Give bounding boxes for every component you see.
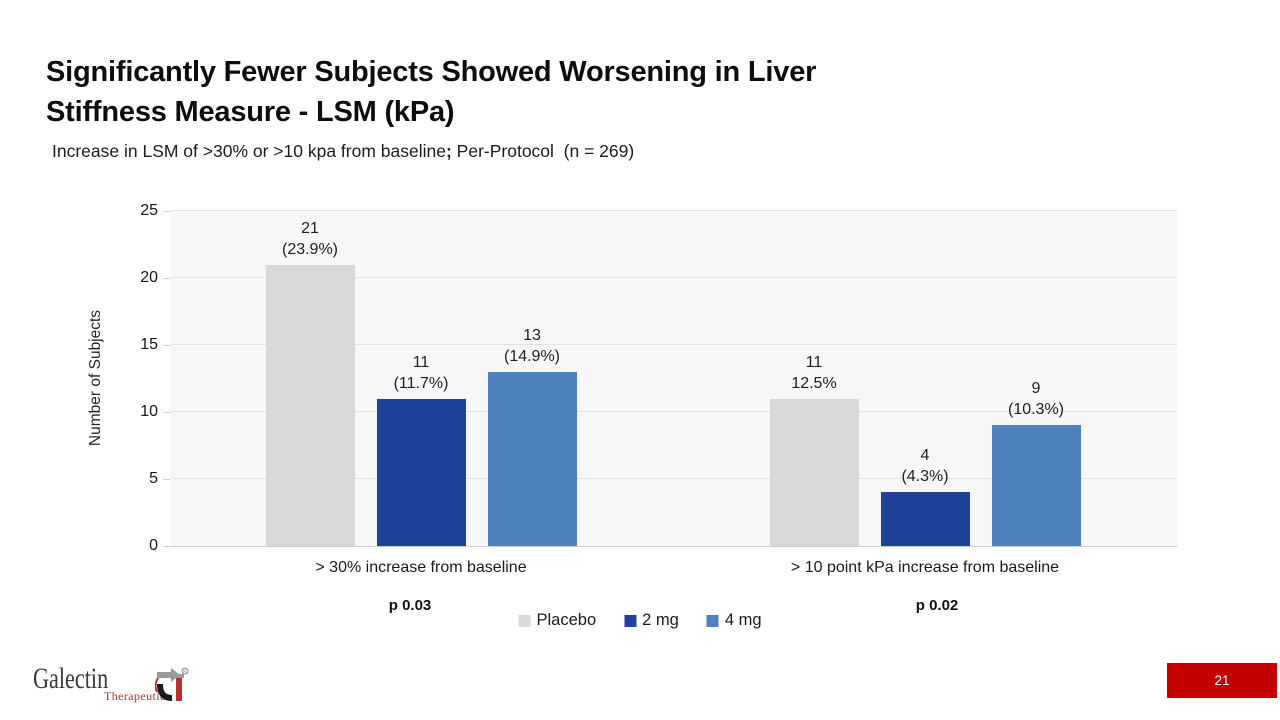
bar-data-label-line: 12.5% (791, 374, 837, 392)
p-value-label: p 0.02 (915, 597, 959, 614)
y-axis-tick-label: 15 (140, 336, 158, 353)
legend-swatch (624, 614, 637, 627)
gridline (170, 277, 1177, 278)
bar-chart-plot-area: 21 (23.9%) 11 12.5% 11 (11.7%) 4 (4.3%) 13 (14.9%… (170, 210, 1177, 547)
bar-data-label: 9 (10.3%) (966, 378, 1106, 420)
y-axis-tick-label: 5 (149, 470, 158, 487)
y-axis-tick (163, 546, 170, 547)
y-axis-tick-label: 0 (149, 537, 158, 554)
category-label: > 30% increase from baseline (315, 559, 527, 576)
bar-data-label: 4 (4.3%) (855, 445, 995, 487)
legend-label: Placebo (536, 611, 597, 629)
legend-label: 4 mg (724, 611, 762, 629)
gridline (170, 411, 1177, 412)
bar-data-label-line: (10.3%) (1007, 401, 1065, 419)
y-axis-tick (163, 345, 170, 346)
chart-legend: Placebo 2 mg 4 mg (518, 611, 762, 630)
subtitle-rest: Per-Protocol (n = 269) (451, 141, 635, 161)
galectin-gt-icon: R (155, 667, 189, 701)
bar-data-label-line: 21 (301, 219, 319, 237)
y-axis-tick-label: 10 (140, 403, 158, 420)
y-axis-tick-label: 25 (140, 202, 158, 219)
bar-4mg-group1 (487, 371, 577, 546)
y-axis-tick (163, 479, 170, 480)
legend-item-2mg: 2 mg (624, 611, 679, 630)
logo-sub-wordmark: Therapeutics (104, 689, 171, 703)
svg-text:R: R (183, 669, 187, 675)
bar-Placebo-group1 (265, 264, 355, 546)
category-label: > 10 point kPa increase from baseline (790, 559, 1060, 576)
slide-title: Significantly Fewer Subjects Showed Wors… (46, 52, 816, 132)
legend-swatch (518, 614, 531, 627)
gridline (170, 344, 1177, 345)
page-number-box: 21 (1167, 663, 1277, 698)
bar-data-label-line: (4.3%) (901, 468, 949, 486)
bar-data-label: 11 (11.7%) (351, 352, 491, 394)
bar-data-label-line: 13 (523, 326, 541, 344)
bar-data-label-line: (11.7%) (393, 374, 449, 392)
subtitle-text: Increase in LSM of >30% or >10 kpa from … (52, 141, 446, 161)
bar-Placebo-group2 (769, 398, 859, 546)
slide-subtitle: Increase in LSM of >30% or >10 kpa from … (52, 141, 634, 162)
bar-data-label-line: 11 (805, 353, 823, 371)
galectin-logo: Galectin Therapeutics R (33, 660, 213, 710)
logo-wordmark: Galectin (33, 662, 109, 695)
y-axis-title: Number of Subjects (87, 309, 104, 447)
bar-data-label-line: 4 (920, 447, 930, 465)
gridline (170, 478, 1177, 479)
y-axis-tick-label: 20 (140, 269, 158, 286)
gridline (170, 210, 1177, 211)
y-axis-tick (163, 211, 170, 212)
y-axis-tick (163, 278, 170, 279)
bar-2mg-group1 (376, 398, 466, 546)
bar-data-label: 11 12.5% (744, 352, 884, 394)
legend-item-4mg: 4 mg (706, 611, 762, 630)
slide-title-line2: Stiffness Measure - LSM (kPa) (46, 96, 455, 128)
legend-label: 2 mg (642, 611, 679, 629)
bar-2mg-group2 (880, 492, 970, 546)
bar-data-label: 13 (14.9%) (462, 325, 602, 367)
bar-data-label-line: 11 (412, 353, 430, 371)
legend-item-Placebo: Placebo (518, 611, 596, 630)
bar-data-label-line: 9 (1031, 380, 1041, 398)
legend-swatch (706, 614, 719, 627)
page-number: 21 (1214, 673, 1230, 688)
subtitle-semicolon: ; (445, 141, 452, 161)
bar-4mg-group2 (991, 425, 1081, 546)
y-axis-tick (163, 412, 170, 413)
bar-data-label-line: (14.9%) (503, 347, 561, 365)
bar-data-label: 21 (23.9%) (240, 218, 380, 260)
bar-data-label-line: (23.9%) (281, 240, 339, 258)
slide-title-line1: Significantly Fewer Subjects Showed Wors… (46, 56, 817, 88)
p-value-label: p 0.03 (388, 597, 432, 614)
